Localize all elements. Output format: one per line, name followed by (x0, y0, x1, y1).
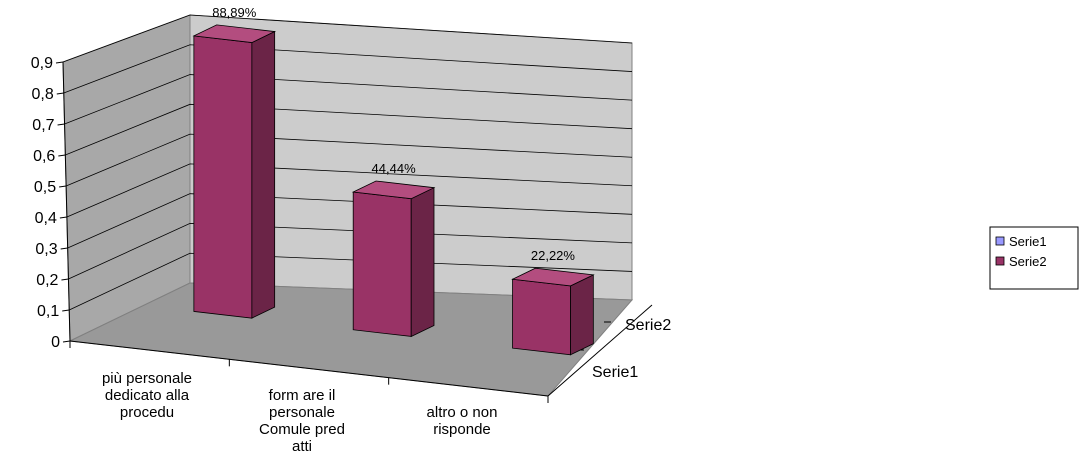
depth-axis-labels: Serie1 Serie2 (592, 317, 671, 381)
y-tick-label: 0,7 (32, 117, 54, 134)
data-labels: 88,89% 44,44% 22,22% (212, 5, 575, 263)
gridline (64, 74, 633, 125)
bar-side-face (570, 274, 594, 356)
y-tick-mark (62, 340, 71, 343)
bars (192, 24, 595, 356)
y-tick-label: 0,4 (35, 210, 57, 227)
gridline (66, 163, 633, 218)
data-label: 44,44% (372, 161, 417, 176)
category-label-line: personale (269, 404, 335, 421)
y-tick-label: 0 (51, 334, 60, 351)
chart-walls (62, 14, 634, 397)
data-label: 88,89% (212, 5, 257, 20)
y-tick-mark (56, 92, 64, 95)
category-label-line: risponde (433, 421, 491, 438)
gridline (62, 14, 633, 63)
category-label-line: form are il (269, 387, 336, 404)
axes (55, 61, 653, 403)
depth-axis-label: Serie1 (592, 364, 638, 381)
category-label-line: più personale (102, 370, 192, 387)
category-label-line: procedu (120, 404, 174, 421)
bar-top-face (511, 267, 595, 287)
gridline (63, 44, 633, 94)
category-labels: più personale dedicato alla procedu form ar… (102, 370, 497, 455)
category-label: form are il personale Comule pred atti (259, 387, 345, 455)
y-axis-tick-labels: 0 0,1 0,2 0,3 0,4 0,5 0,6 0,7 0,8 0,9 (31, 55, 60, 351)
y-axis-line (62, 61, 71, 342)
legend-swatch (995, 256, 1005, 266)
y-tick-mark (59, 185, 67, 188)
gridline (65, 103, 633, 156)
category-label-line: Comule pred (259, 421, 345, 438)
y-tick-mark (57, 123, 65, 126)
category-label-line: atti (292, 438, 312, 455)
y-tick-label: 0,2 (36, 272, 58, 289)
y-tick-label: 0,8 (32, 86, 54, 103)
y-tick-label: 0,5 (34, 179, 56, 196)
gridlines (62, 14, 633, 311)
y-tick-label: 0,3 (35, 241, 57, 258)
legend: Serie1 Serie2 (989, 226, 1079, 290)
depth-axis-label: Serie2 (625, 317, 671, 334)
legend-swatch (995, 236, 1005, 246)
bar-front-face (193, 35, 253, 319)
y-tick-mark (58, 154, 66, 157)
y-tick-mark (61, 278, 69, 281)
gridline (68, 223, 633, 280)
y-tick-label: 0,9 (31, 55, 53, 72)
bar-serie2 (351, 180, 436, 338)
bar-front-face (352, 191, 412, 337)
legend-label: Serie1 (1009, 234, 1047, 249)
depth-axis-line (547, 304, 653, 397)
y-tick-mark (62, 309, 70, 312)
y-tick-label: 0,6 (33, 148, 55, 165)
x-axis-line (69, 340, 549, 397)
category-label: altro o non risponde (427, 404, 498, 438)
y-tick-mark (55, 61, 64, 64)
gridline (67, 193, 633, 249)
y-tick-label: 0,1 (37, 303, 59, 320)
gridline (69, 252, 633, 311)
bar-top-face (351, 180, 436, 200)
bar-side-face (410, 187, 435, 338)
legend-label: Serie2 (1009, 254, 1047, 269)
category-label-line: altro o non (427, 404, 498, 421)
category-label-line: dedicato alla (105, 387, 190, 404)
bar-front-face (512, 278, 571, 356)
y-tick-mark (59, 216, 67, 219)
bar-side-face (251, 30, 276, 319)
legend-box (989, 226, 1079, 290)
category-label: più personale dedicato alla procedu (102, 370, 192, 421)
data-label: 22,22% (531, 248, 576, 263)
bar-top-face (192, 24, 277, 43)
bar-serie2 (511, 267, 595, 356)
bar-serie2 (192, 24, 277, 319)
gridline (65, 133, 633, 187)
y-tick-mark (60, 247, 68, 250)
